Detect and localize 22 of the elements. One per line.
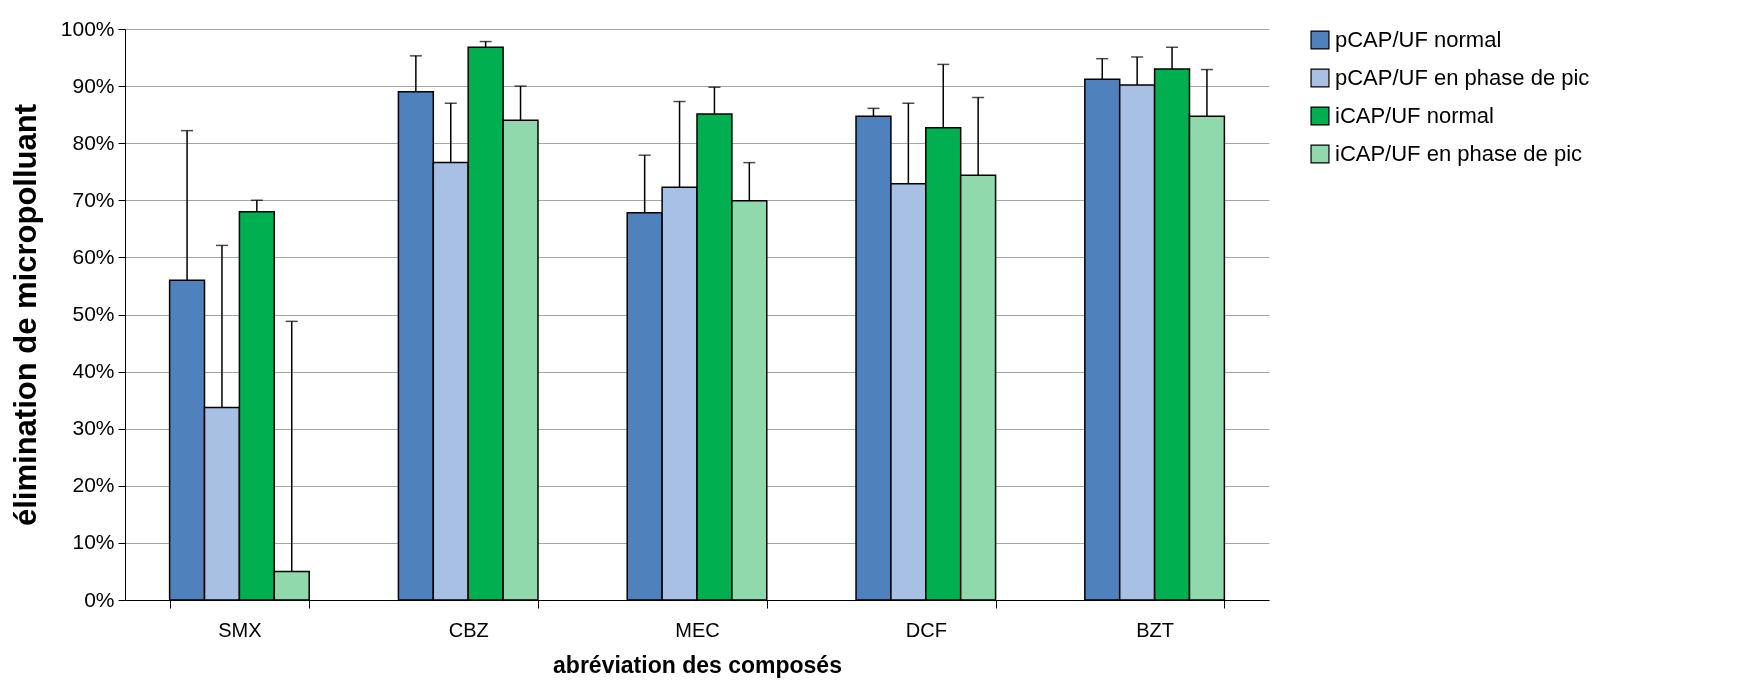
x-tick-label: MEC — [675, 618, 720, 641]
y-tick-label: 40% — [72, 359, 115, 383]
x-tick-label: SMX — [218, 618, 262, 641]
x-tick-label: DCF — [905, 618, 947, 641]
y-axis-title: élimination de micropolluant — [7, 104, 43, 526]
y-tick-label: 100% — [60, 16, 115, 40]
y-tick-label: 70% — [72, 187, 115, 211]
x-axis-title: abréviation des composés — [553, 651, 842, 678]
legend-label: iCAP/UF en phase de pic — [1335, 141, 1583, 166]
y-tick-label: 10% — [72, 530, 115, 554]
y-tick-label: 0% — [84, 587, 115, 611]
y-tick-label: 30% — [72, 416, 115, 440]
legend-label: pCAP/UF en phase de pic — [1335, 65, 1590, 90]
y-tick-label: 90% — [72, 73, 115, 97]
legend-label: pCAP/UF normal — [1335, 27, 1502, 52]
y-tick-label: 80% — [72, 130, 115, 154]
x-tick-label: CBZ — [448, 618, 489, 641]
y-tick-label: 20% — [72, 473, 115, 497]
legend-label: iCAP/UF normal — [1335, 103, 1494, 128]
x-tick-label: BZT — [1136, 618, 1174, 641]
y-tick-label: 60% — [72, 244, 115, 268]
y-tick-label: 50% — [72, 302, 115, 325]
